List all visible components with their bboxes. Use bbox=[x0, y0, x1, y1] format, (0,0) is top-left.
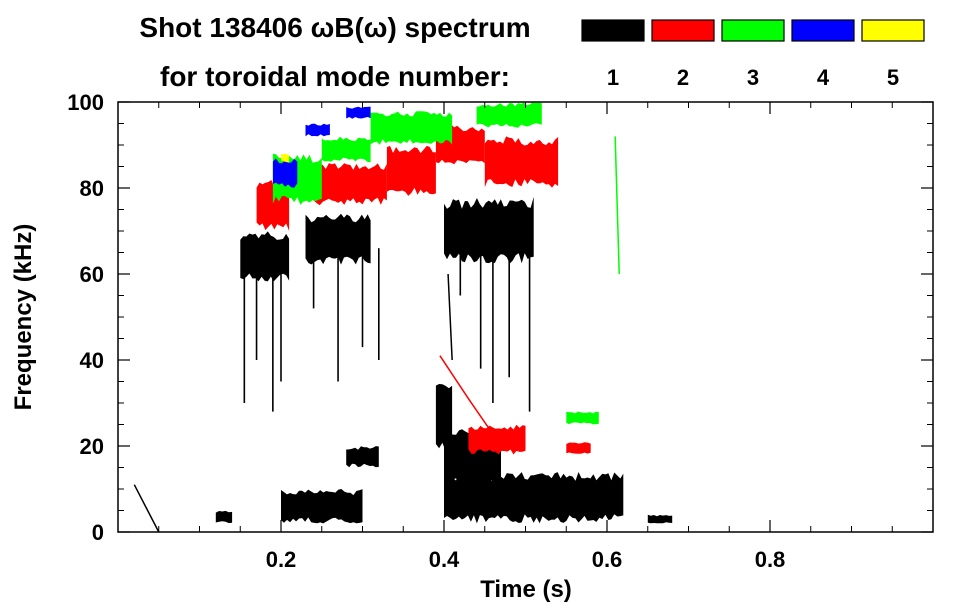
chart-title-line1: Shot 138406 ωB(ω) spectrum bbox=[139, 12, 530, 43]
y-tick-label: 20 bbox=[80, 434, 104, 459]
spectrum-region-n4-0 bbox=[272, 158, 298, 188]
spectrum-region-n3-2 bbox=[370, 111, 453, 145]
spectrum-region-n4-1 bbox=[305, 123, 330, 137]
y-tick-label: 0 bbox=[92, 520, 104, 545]
spectrum-region-n3-3 bbox=[476, 102, 542, 128]
spectrum-region-n1-0 bbox=[240, 231, 290, 282]
legend: 1 2 3 4 5 bbox=[581, 19, 925, 90]
chirp-line-3 bbox=[447, 273, 453, 361]
spectrum-region-n1-1 bbox=[305, 213, 371, 265]
legend-swatch-3 bbox=[721, 19, 785, 42]
chirp-line-1 bbox=[439, 355, 502, 447]
axes: 0.2 0.4 0.6 0.8 0 20 40 60 80 100 bbox=[67, 90, 933, 572]
spectrum-region-n1-8 bbox=[346, 446, 379, 468]
spectrum-region-n3-4 bbox=[566, 411, 599, 425]
y-tick-label: 100 bbox=[67, 90, 104, 115]
spectrum-region-n4-2 bbox=[346, 106, 371, 119]
x-tick-label: 0.8 bbox=[755, 547, 786, 572]
spectrum-data bbox=[133, 102, 673, 532]
legend-label-5: 5 bbox=[887, 65, 899, 90]
legend-label-4: 4 bbox=[817, 65, 830, 90]
y-axis-label: Frequency (kHz) bbox=[10, 224, 37, 411]
spectrum-region-n1-2 bbox=[444, 196, 534, 264]
legend-label-3: 3 bbox=[747, 65, 759, 90]
y-tick-label: 40 bbox=[80, 348, 104, 373]
x-tick-label: 0.6 bbox=[592, 547, 623, 572]
y-tick-label: 80 bbox=[80, 176, 104, 201]
x-axis-label: Time (s) bbox=[480, 576, 572, 603]
spectrum-region-n2-1 bbox=[313, 163, 387, 206]
spectrum-region-n1-4 bbox=[444, 472, 624, 524]
chirp-line-2 bbox=[614, 136, 620, 275]
spectrum-region-n2-2 bbox=[386, 145, 436, 196]
y-tick-label: 60 bbox=[80, 262, 104, 287]
legend-swatch-4 bbox=[791, 19, 855, 42]
spectrum-region-n5-0 bbox=[281, 153, 290, 163]
spectrum-region-n1-6 bbox=[215, 510, 233, 524]
legend-swatch-5 bbox=[861, 19, 925, 42]
x-tick-label: 0.4 bbox=[429, 547, 460, 572]
x-tick-label: 0.2 bbox=[266, 547, 297, 572]
spectrum-region-n3-1 bbox=[321, 136, 371, 163]
spectrum-region-n2-6 bbox=[566, 442, 591, 454]
legend-swatch-1 bbox=[581, 19, 645, 42]
chirp-line-0 bbox=[133, 484, 160, 532]
chart-title-line2: for toroidal mode number: bbox=[160, 61, 510, 92]
legend-swatch-2 bbox=[651, 19, 715, 42]
spectrum-region-n1-9 bbox=[647, 514, 673, 524]
legend-label-1: 1 bbox=[607, 65, 619, 90]
spectrum-region-n1-7 bbox=[281, 489, 363, 524]
legend-label-2: 2 bbox=[677, 65, 689, 90]
spectrum-region-n2-3 bbox=[484, 136, 559, 188]
